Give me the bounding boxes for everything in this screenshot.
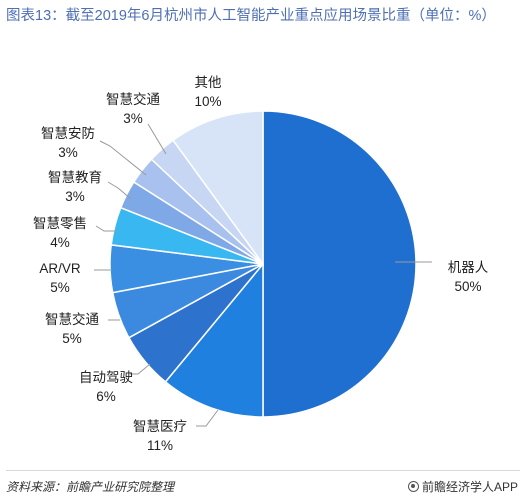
slice-value-label: 3%: [58, 145, 78, 160]
brand-mark: 前瞻经济学人APP: [407, 478, 518, 495]
pie-slice: [262, 110, 417, 418]
chart-title: 图表13：截至2019年6月杭州市人工智能产业重点应用场景比重（单位：%）: [6, 8, 496, 24]
slice-value-label: 5%: [50, 280, 70, 295]
slice-labels: 机器人 50% 智慧医疗 11% 自动驾驶 6% 智慧交通 5% AR/VR 5% 智慧零售 4% 智慧…: [33, 75, 489, 453]
slice-value-label: 4%: [50, 235, 70, 250]
slice-value-label: 5%: [62, 331, 82, 346]
slice-value-label: 6%: [96, 389, 116, 404]
pie-slice: [172, 110, 264, 267]
leader-line: [107, 181, 132, 200]
slice-category-label: 智慧零售: [33, 216, 87, 231]
slice-category-label: 智慧医疗: [133, 419, 187, 434]
pie-slices: [109, 110, 417, 418]
source-note: 资料来源：前瞻产业研究院整理: [6, 480, 175, 494]
slice-category-label: 智慧交通: [106, 91, 160, 107]
footer-divider: [6, 470, 520, 471]
brand-name: 前瞻经济学人APP: [421, 480, 518, 494]
slice-value-label: 11%: [147, 438, 173, 453]
slice-value-label: 50%: [454, 279, 481, 294]
slice-category-label: AR/VR: [39, 261, 81, 276]
slice-category-label: 自动驾驶: [79, 370, 133, 385]
leader-line: [147, 123, 167, 155]
slice-value-label: 10%: [194, 94, 221, 109]
slice-category-label: 机器人: [448, 260, 489, 275]
slice-value-label: 3%: [65, 189, 85, 204]
leader-line: [130, 363, 151, 375]
slice-value-label: 3%: [123, 111, 143, 126]
slice-category-label: 其他: [195, 75, 222, 90]
leader-line: [95, 225, 118, 232]
slice-category-label: 智慧安防: [41, 126, 95, 141]
slice-category-label: 智慧教育: [48, 170, 102, 185]
leader-lines: [94, 123, 432, 427]
leader-line: [99, 140, 147, 176]
pie-slice: [164, 261, 264, 418]
slice-category-label: 智慧交通: [45, 311, 99, 327]
leader-line: [196, 409, 219, 427]
brand-logo-icon: [407, 481, 419, 492]
